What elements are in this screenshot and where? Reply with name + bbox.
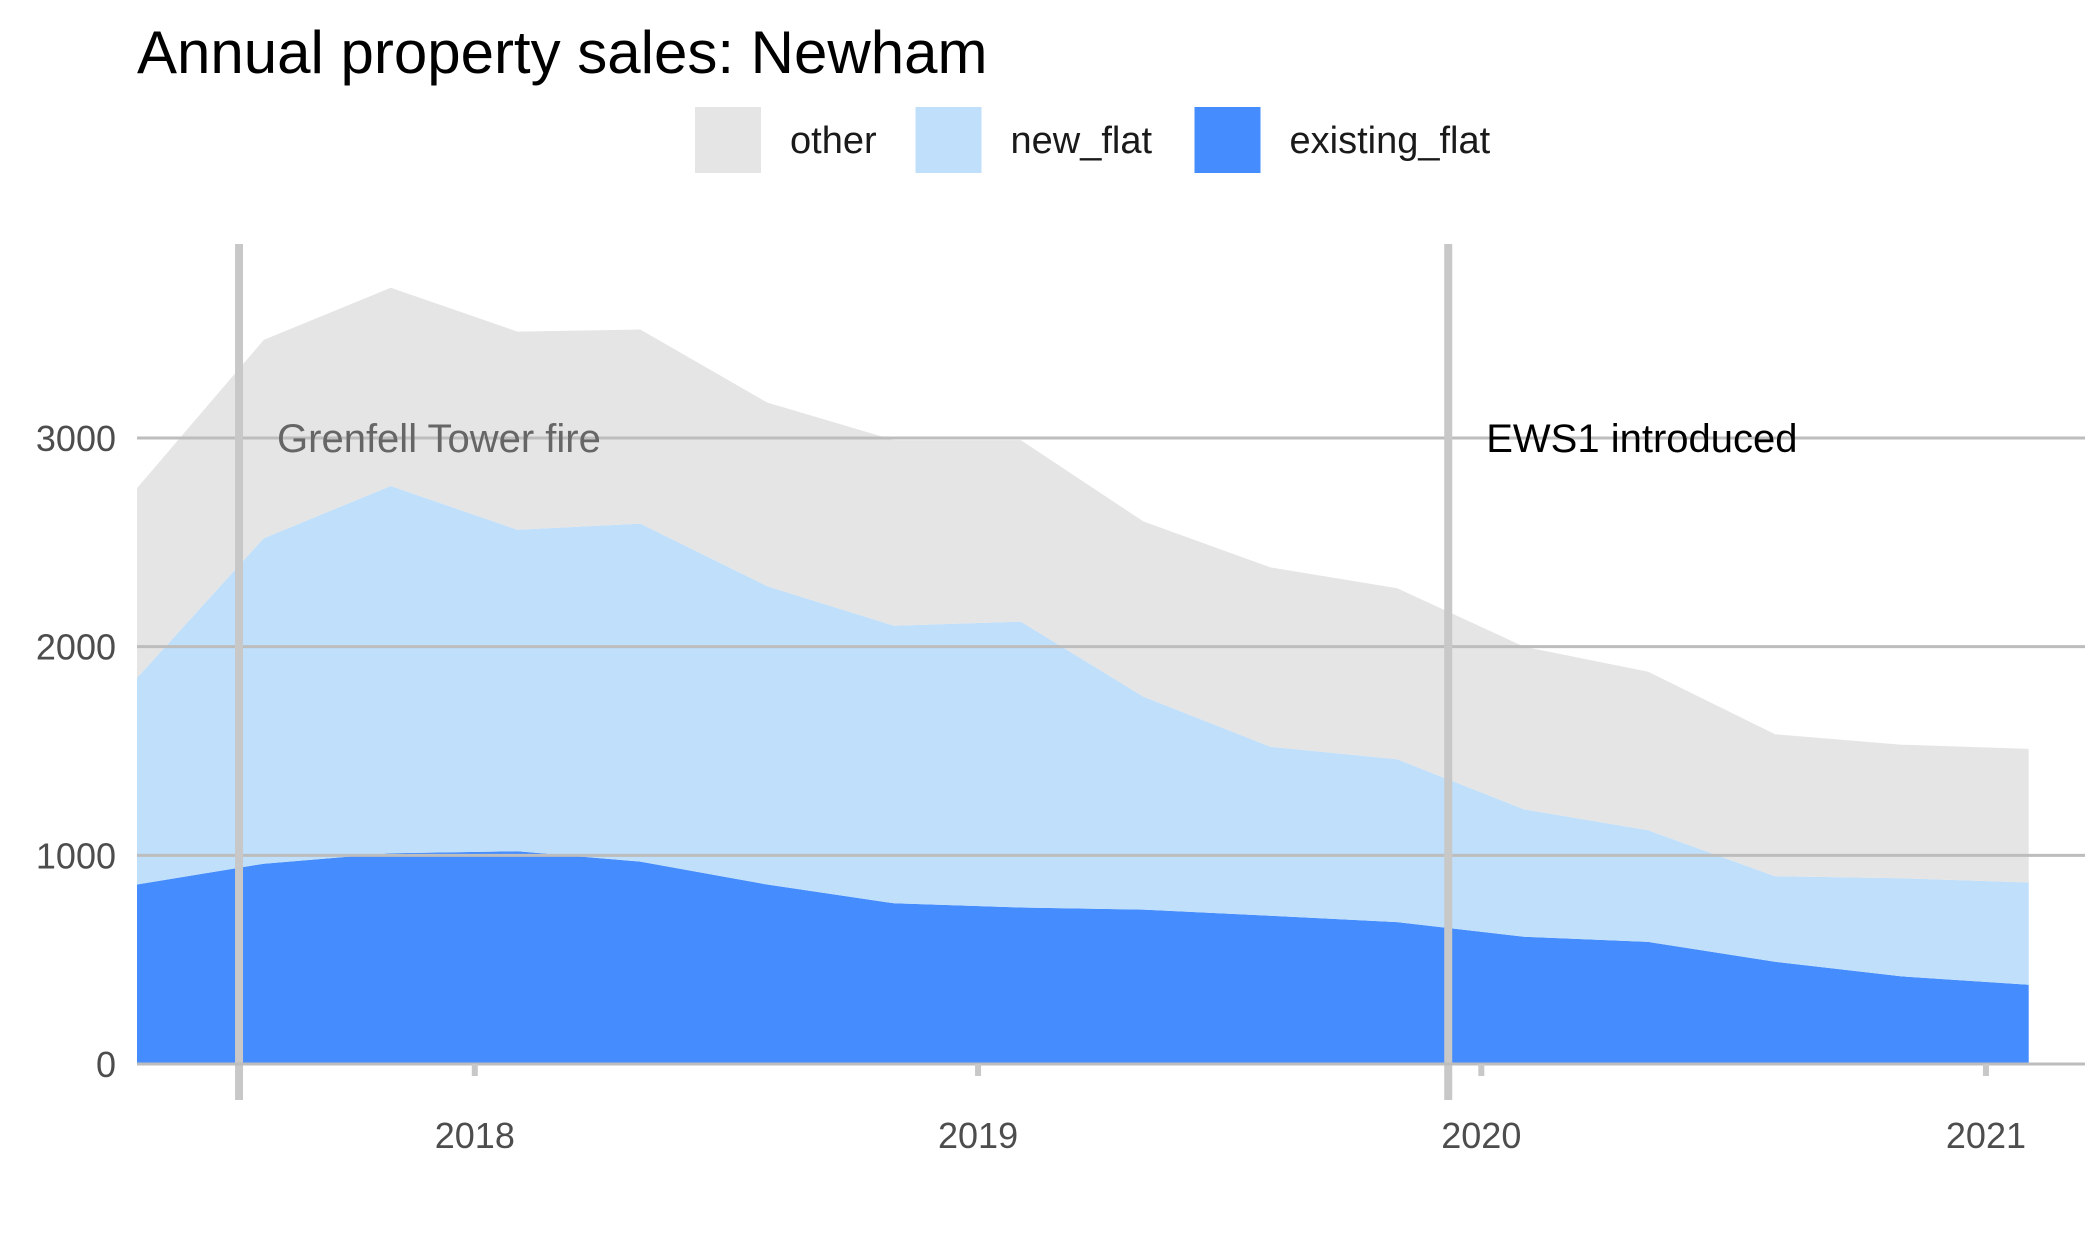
legend-key-new_flat <box>915 107 982 173</box>
legend: other new_flat existing_flat <box>695 107 1491 173</box>
y-tick-label: 1000 <box>36 835 116 876</box>
x-tick-label: 2021 <box>1946 1115 2026 1156</box>
legend-label-existing_flat: existing_flat <box>1290 120 1491 162</box>
event-markers: Grenfell Tower fire EWS1 introduced <box>235 244 1798 1100</box>
y-tick-label: 3000 <box>36 418 116 459</box>
legend-label-new_flat: new_flat <box>1011 120 1153 162</box>
event-label: EWS1 introduced <box>1486 417 1797 461</box>
stacked-areas <box>137 287 2029 1064</box>
legend-key-other <box>695 107 761 173</box>
y-tick-label: 0 <box>96 1044 116 1085</box>
legend-key-existing_flat <box>1194 107 1261 173</box>
area-other <box>137 287 2029 883</box>
axes: 0 1000 2000 3000 2018 2019 2020 2021 <box>36 418 2085 1156</box>
x-tick-label: 2020 <box>1441 1115 1521 1156</box>
legend-label-other: other <box>790 120 877 162</box>
gridlines <box>137 436 2085 857</box>
x-tick-label: 2018 <box>435 1115 515 1156</box>
y-tick-label: 2000 <box>36 627 116 668</box>
chart-title: Annual property sales: Newham <box>137 19 987 86</box>
area-new_flat <box>137 486 2029 985</box>
area-existing_flat <box>137 851 2029 1064</box>
x-tick-label: 2019 <box>938 1115 1018 1156</box>
event-label: Grenfell Tower fire <box>277 417 601 461</box>
